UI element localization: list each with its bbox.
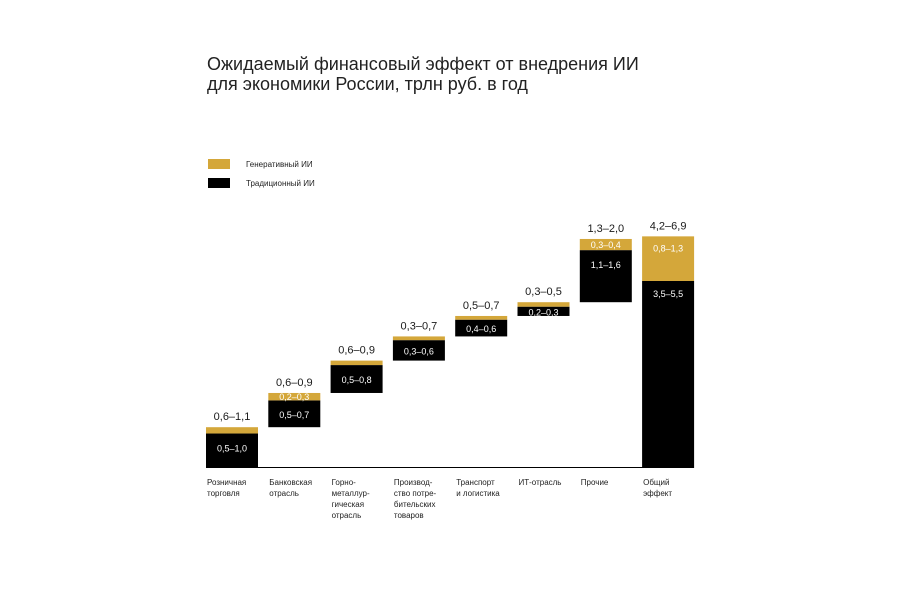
category-label-line: Производ- — [393, 478, 433, 487]
bar-generative-5 — [517, 302, 570, 307]
bar-total-label-0: 0,6–1,1 — [214, 411, 251, 423]
category-label-7: Общий эффект — [643, 477, 707, 499]
category-label-line: отрасль — [269, 489, 299, 498]
category-label-6: Прочие — [581, 477, 645, 488]
category-label-line: эффект — [643, 489, 673, 498]
bar-traditional-label-3: 0,3–0,6 — [404, 346, 434, 356]
category-label-line: металлур- — [331, 489, 370, 498]
category-label-line: Прочие — [580, 478, 609, 487]
legend-swatch-generative — [208, 159, 230, 169]
category-label-line: бительских — [393, 500, 436, 509]
bar-traditional-7 — [642, 281, 695, 467]
category-label-3: Производ-ство потре-бительских товаров — [394, 477, 458, 521]
bar-traditional-2 — [330, 365, 383, 393]
legend-item-generative: Генеративный ИИ — [208, 159, 313, 169]
category-label-line: Общий — [643, 478, 670, 487]
category-label-line: Горно- — [331, 478, 356, 487]
bar-traditional-1 — [268, 400, 321, 428]
bar-traditional-label-4: 0,4–0,6 — [466, 324, 496, 334]
bar-traditional-label-2: 0,5–0,8 — [342, 375, 372, 385]
bar-traditional-label-1: 0,5–0,7 — [279, 410, 309, 420]
bar-generative-0 — [206, 427, 258, 434]
category-label-2: Горно-металлур-гическая отрасль — [332, 477, 396, 521]
legend-item-traditional: Традиционный ИИ — [208, 178, 315, 188]
category-label-line: отрасль — [331, 511, 362, 520]
chart-title-line-2: для экономики России, трлн руб. в год — [207, 74, 528, 94]
category-label-1: Банковская отрасль — [269, 477, 333, 499]
bar-traditional-4 — [455, 319, 508, 337]
category-label-0: Розничная торговля — [207, 477, 271, 499]
bar-traditional-5 — [517, 306, 570, 316]
bar-total-label-5: 0,3–0,5 — [525, 286, 562, 298]
bar-traditional-0 — [206, 433, 258, 467]
bar-traditional-label-0: 0,5–1,0 — [217, 444, 247, 454]
chart-title: Ожидаемый финансовый эффект от внедрения… — [207, 54, 767, 94]
bar-generative-1 — [268, 392, 321, 401]
category-label-line: ИТ-отрасль — [518, 478, 562, 487]
bar-traditional-3 — [392, 340, 445, 361]
bar-generative-7 — [642, 236, 695, 281]
category-label-line: и логистика — [456, 489, 500, 498]
bar-generative-6 — [579, 238, 632, 251]
category-label-line: товаров — [393, 511, 424, 520]
bar-traditional-label-7: 3,5–5,5 — [653, 289, 683, 299]
bar-generative-2 — [330, 360, 383, 366]
legend-swatch-traditional — [208, 178, 230, 188]
bar-generative-label-7: 0,8–1,3 — [653, 243, 683, 253]
category-label-4: Транспорт и логистика — [456, 477, 520, 499]
bar-generative-3 — [392, 336, 445, 341]
category-label-line: Розничная — [207, 478, 247, 487]
chart-title-line-1: Ожидаемый финансовый эффект от внедрения… — [207, 54, 639, 74]
bar-traditional-label-5: 0,2–0,3 — [528, 307, 558, 317]
category-label-5: ИТ-отрасль — [519, 477, 583, 488]
bar-total-label-1: 0,6–0,9 — [276, 377, 313, 389]
bar-total-label-4: 0,5–0,7 — [463, 300, 500, 312]
category-label-line: ство потре- — [393, 489, 437, 498]
bar-generative-label-6: 0,3–0,4 — [591, 240, 621, 250]
bar-traditional-label-6: 1,1–1,6 — [591, 260, 621, 270]
category-label-line: Транспорт — [456, 478, 495, 487]
category-label-line: гическая — [331, 500, 365, 509]
bar-generative-label-1: 0,2–0,3 — [279, 392, 309, 402]
category-label-line: торговля — [207, 489, 240, 498]
bar-total-label-2: 0,6–0,9 — [338, 345, 375, 357]
bar-total-label-7: 4,2–6,9 — [650, 220, 687, 232]
bar-total-label-6: 1,3–2,0 — [587, 223, 624, 235]
bar-total-label-3: 0,3–0,7 — [401, 320, 438, 332]
legend-label-generative: Генеративный ИИ — [246, 159, 313, 169]
category-label-line: Банковская — [269, 478, 313, 487]
legend-label-traditional: Традиционный ИИ — [246, 178, 315, 188]
bar-generative-4 — [455, 315, 508, 320]
bar-traditional-6 — [579, 250, 632, 303]
